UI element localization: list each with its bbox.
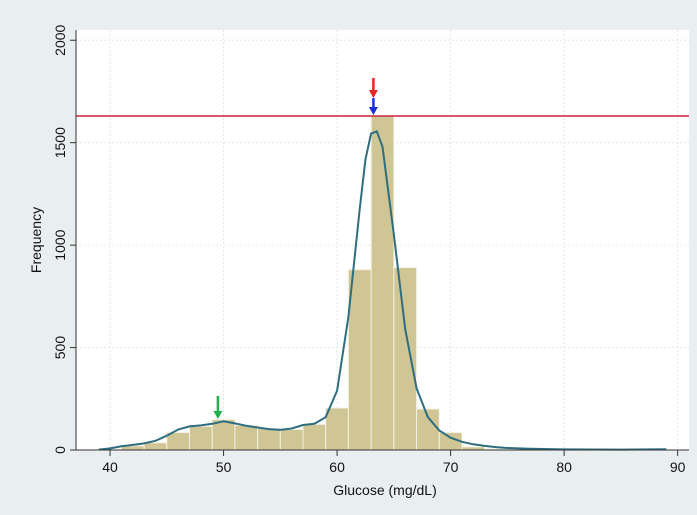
x-tick-label: 60 — [329, 459, 345, 475]
histogram-bar — [190, 426, 213, 450]
x-tick-label: 90 — [670, 459, 686, 475]
histogram-bar — [167, 433, 190, 450]
histogram-bar — [144, 443, 167, 450]
y-tick-label: 0 — [52, 446, 68, 454]
histogram-bar — [394, 268, 417, 450]
histogram-bar — [280, 430, 303, 450]
histogram-bar — [348, 270, 371, 450]
histogram-bar — [235, 425, 258, 450]
x-tick-label: 80 — [556, 459, 572, 475]
y-tick-label: 1500 — [52, 127, 68, 158]
x-tick-label: 50 — [216, 459, 232, 475]
x-tick-label: 70 — [443, 459, 459, 475]
x-axis-ticks: 40 50 60 70 80 90 — [102, 450, 685, 475]
histogram-bar — [303, 424, 326, 450]
y-tick-label: 1000 — [52, 229, 68, 260]
histogram-bar — [258, 428, 281, 450]
x-tick-label: 40 — [102, 459, 118, 475]
y-tick-label: 2000 — [52, 24, 68, 55]
x-axis-title: Glucose (mg/dL) — [333, 482, 436, 498]
histogram-bar — [371, 116, 394, 450]
y-axis-title: Frequency — [28, 207, 44, 273]
histogram-bar — [326, 408, 349, 450]
y-axis-ticks: 0 500 1000 1500 2000 — [52, 24, 76, 453]
histogram-bar — [212, 420, 235, 450]
y-tick-label: 500 — [52, 336, 68, 360]
